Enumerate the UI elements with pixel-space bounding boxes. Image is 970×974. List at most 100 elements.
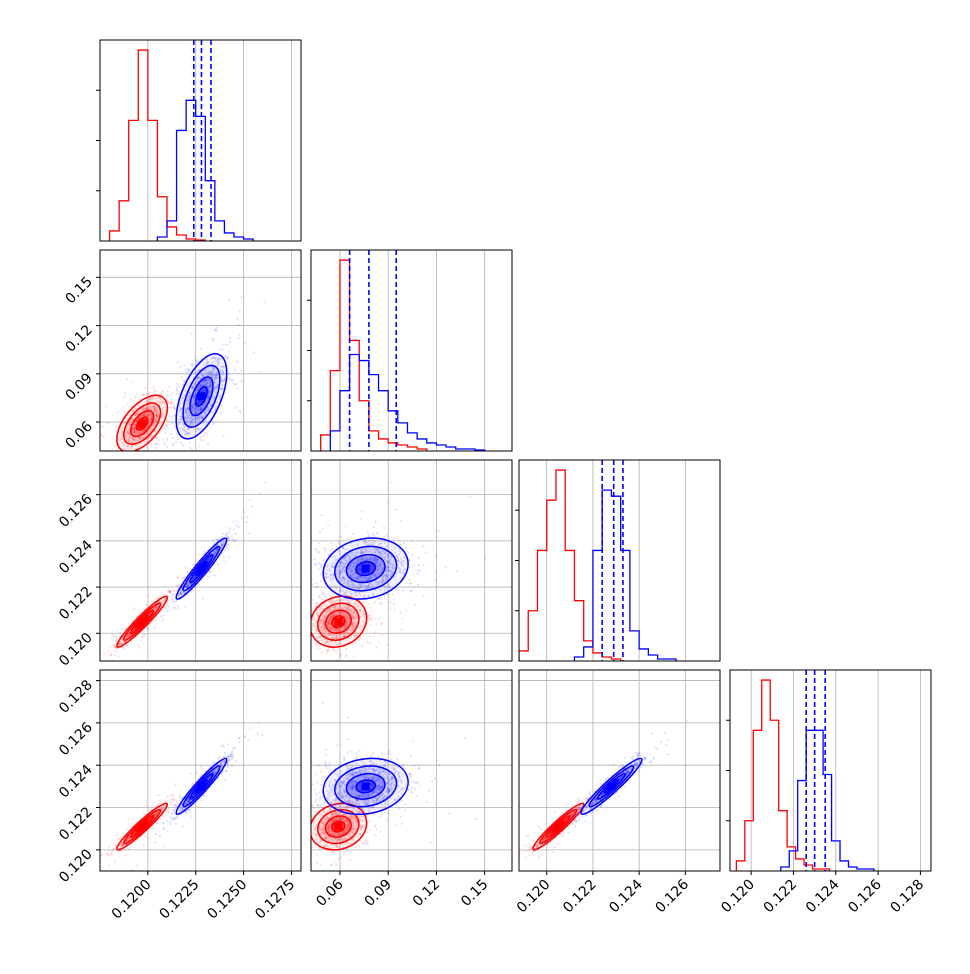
scatter-point [408, 552, 410, 554]
scatter-point [173, 589, 175, 591]
scatter-point [321, 528, 323, 530]
scatter-point [114, 650, 116, 652]
scatter-point [55, 716, 57, 718]
scatter-point [169, 590, 171, 592]
blue-histogram-0 [157, 100, 253, 241]
scatter-point [192, 563, 194, 565]
scatter-point [111, 448, 113, 450]
scatter-point [114, 445, 116, 447]
scatter-point [200, 436, 202, 438]
scatter-point [147, 628, 149, 630]
scatter-point [224, 355, 226, 357]
scatter-point [182, 445, 184, 447]
scatter-point [201, 579, 203, 581]
scatter-point [136, 393, 138, 395]
scatter-point [241, 296, 243, 298]
scatter-point [376, 597, 378, 599]
scatter-point [386, 644, 388, 646]
scatter-point [97, 656, 99, 658]
scatter-point [368, 618, 370, 620]
scatter-point [137, 454, 139, 456]
scatter-point [168, 385, 170, 387]
scatter-point [142, 394, 144, 396]
scatter-point [107, 670, 109, 672]
scatter-point [249, 505, 251, 507]
scatter-point [145, 604, 147, 606]
scatter-point [135, 454, 137, 456]
scatter-point [332, 593, 334, 595]
scatter-point [326, 671, 328, 673]
scatter-point [345, 648, 347, 650]
scatter-point [386, 535, 388, 537]
panel-frame [311, 250, 512, 451]
panel-frame [730, 670, 931, 871]
scatter-point [123, 454, 125, 456]
scatter-point [244, 342, 246, 344]
blue-histogram-1 [330, 355, 484, 451]
scatter-point [301, 621, 303, 623]
scatter-point [222, 344, 224, 346]
scatter-point [109, 654, 111, 656]
scatter-point [171, 422, 173, 424]
scatter-point [176, 605, 178, 607]
scatter-point [141, 636, 143, 638]
scatter-point [218, 348, 220, 350]
scatter-point [229, 337, 231, 339]
scatter-point [319, 531, 321, 533]
scatter-point [144, 387, 146, 389]
scatter-point [114, 635, 116, 637]
panel-2-2 [515, 460, 720, 661]
scatter-point [375, 618, 377, 620]
scatter-point [156, 412, 158, 414]
scatter-point [176, 433, 178, 435]
scatter-point [144, 634, 146, 636]
scatter-point [170, 433, 172, 435]
scatter-point [175, 465, 177, 467]
scatter-point [344, 525, 346, 527]
scatter-point [228, 373, 230, 375]
scatter-point [217, 563, 219, 565]
scatter-point [208, 571, 210, 573]
scatter-point [118, 656, 120, 658]
scatter-point [238, 333, 240, 335]
scatter-point [381, 602, 383, 604]
scatter-point [199, 348, 201, 350]
scatter-point [303, 638, 305, 640]
scatter-point [212, 539, 214, 541]
scatter-point [140, 630, 142, 632]
scatter-point [318, 594, 320, 596]
scatter-point [156, 616, 158, 618]
scatter-point [167, 420, 169, 422]
scatter-point [379, 602, 381, 604]
scatter-point [319, 648, 321, 650]
scatter-point [135, 478, 137, 480]
scatter-point [156, 443, 158, 445]
scatter-point [232, 379, 234, 381]
scatter-point [180, 366, 182, 368]
scatter-point [179, 454, 181, 456]
scatter-point [376, 647, 378, 649]
scatter-point [131, 455, 133, 457]
scatter-point [109, 645, 111, 647]
scatter-point [373, 535, 375, 537]
scatter-point [234, 369, 236, 371]
scatter-point [220, 404, 222, 406]
panel-1-1 [307, 250, 512, 451]
scatter-point [233, 528, 235, 530]
scatter-point [163, 441, 165, 443]
scatter-point [234, 383, 236, 385]
scatter-point [239, 311, 241, 313]
scatter-point [228, 544, 230, 546]
scatter-point [176, 392, 178, 394]
scatter-point [168, 605, 170, 607]
scatter-point [158, 439, 160, 441]
scatter-point [361, 645, 363, 647]
scatter-point [207, 443, 209, 445]
scatter-point [221, 349, 223, 351]
blue-peak-marker [197, 392, 205, 400]
scatter-point [369, 606, 371, 608]
scatter-point [417, 557, 419, 559]
scatter-point [245, 521, 247, 523]
scatter-point [177, 361, 179, 363]
scatter-point [163, 615, 165, 617]
